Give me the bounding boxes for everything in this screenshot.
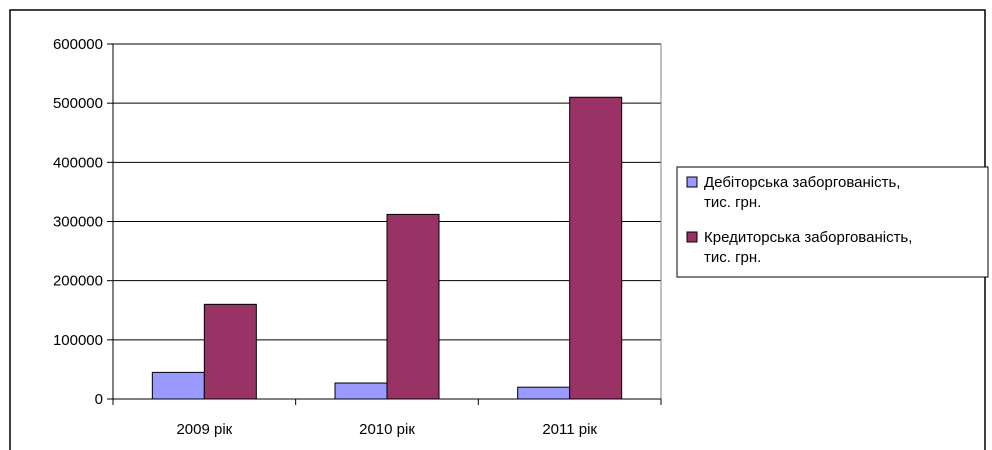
x-tick-label: 2010 рік — [359, 421, 415, 438]
legend: Дебіторська заборгованість, тис. грн. Кред… — [676, 166, 989, 278]
y-tick-label: 500000 — [53, 95, 103, 112]
bar-series-2-0 — [203, 303, 257, 400]
bar-series-2-2 — [569, 96, 623, 400]
x-tick-label: 2011 рік — [542, 421, 597, 438]
x-tick-label: 2009 рік — [176, 421, 232, 438]
bars — [151, 96, 623, 400]
legend-label-2: Кредиторська заборгованість, — [704, 229, 912, 246]
legend-swatch-1 — [686, 176, 698, 188]
y-tick-label: 600000 — [53, 36, 103, 53]
x-axis-tick-labels: 2009 рік 2010 рік 2011 рік — [176, 421, 597, 438]
legend-swatch-2 — [686, 231, 698, 243]
axes — [107, 43, 662, 405]
legend-label-1: Дебіторська заборгованість, — [704, 174, 900, 191]
y-tick-label: 400000 — [53, 154, 103, 171]
bar-series-2-1 — [386, 213, 440, 400]
y-tick-label: 200000 — [53, 273, 103, 290]
y-tick-label: 0 — [95, 391, 103, 408]
legend-label-2: тис. грн. — [704, 249, 761, 266]
bar-series-1-0 — [151, 371, 205, 400]
bar-series-1-1 — [334, 382, 388, 400]
legend-label-1: тис. грн. — [704, 194, 761, 211]
y-axis-tick-labels: 0 100000 200000 300000 400000 500000 600000 — [53, 36, 103, 408]
y-tick-label: 300000 — [53, 214, 103, 231]
bar-series-1-2 — [517, 386, 571, 400]
legend-box — [676, 166, 989, 278]
y-tick-label: 100000 — [53, 332, 103, 349]
